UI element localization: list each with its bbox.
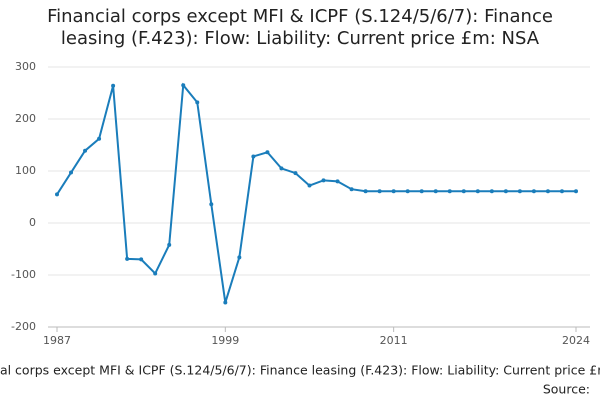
point [97,136,102,141]
source: Source: [543,382,590,397]
x-tick-label: 1987 [43,334,71,347]
point [517,189,522,194]
x-tick-label: 2024 [562,334,590,347]
point [237,255,242,260]
point [475,189,480,194]
point [223,300,228,305]
point [111,83,116,88]
y-tick-label: -200 [11,320,36,333]
point [461,189,466,194]
point [321,178,326,183]
point [83,148,88,153]
series-line [56,82,576,303]
point [391,189,396,194]
point [574,189,578,194]
point [433,189,438,194]
point [195,100,200,105]
point [209,202,214,207]
x-tick-label: 2011 [380,334,408,347]
point [447,189,452,194]
point [559,189,564,194]
chart-title: Financial corps except MFI & ICPF (S.124… [47,6,553,49]
point [293,171,298,176]
point [531,189,536,194]
point [251,154,256,159]
point [419,189,424,194]
y-tick-label: 200 [15,112,36,125]
point [139,257,144,262]
point [69,170,74,175]
point [181,83,186,88]
point [279,166,284,171]
point [349,187,354,192]
point [545,189,550,194]
x-tick-label: 1999 [211,334,239,347]
y-tick-label: -100 [11,268,36,281]
caption: Financial corps except MFI & ICPF (S.124… [0,363,600,378]
y-tick-label: 300 [15,60,36,73]
point [307,183,312,188]
point [265,150,270,155]
point [153,271,158,276]
point [335,179,340,184]
y-tick-label: 0 [29,216,36,229]
point [489,189,494,194]
point [125,256,130,261]
point [55,192,59,197]
point [167,242,172,247]
point [405,189,410,194]
point [377,189,382,194]
point [503,189,508,194]
point [363,189,368,194]
y-tick-label: 100 [15,164,36,177]
